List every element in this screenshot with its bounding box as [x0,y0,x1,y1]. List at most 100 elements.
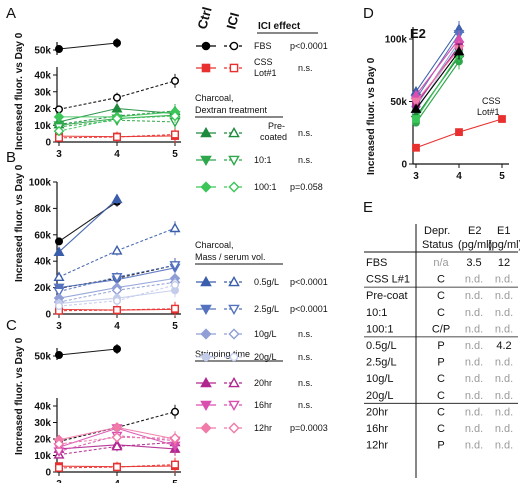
series-line-h20_ctrl [58,444,118,450]
point-r100_ici [169,110,181,122]
table-cell-name: FBS [366,257,387,269]
legend-label-precoat: Pre- [268,121,285,131]
y-tick-label: 20k [34,283,51,294]
panel-letter-a: A [6,5,16,22]
legend-marker-ctrl [200,126,212,138]
legend-marker-ici [228,304,240,316]
table-head-status-2: Status [422,239,454,251]
y-tick-label: 20k [34,104,51,115]
legend-entry-g20: 20g/L n.s. [196,352,313,362]
table-cell-e1: 12 [498,257,510,269]
series-line-d-1 [415,28,460,92]
table-row: FBS n/a 3.5 12 [366,257,510,269]
table-cell-status: P [437,357,444,369]
legend-label-g05: 0.5g/L [254,277,279,287]
table-cell-status: C/P [432,323,450,335]
table-cell-e2: n.d. [465,307,483,319]
legend-marker-ctrl [200,275,212,287]
table-head-e2-1: E2 [468,225,481,237]
legend-marker-ctrl [201,63,211,73]
series-line-CSS_ctrl [116,135,176,138]
y-axis-title-a: Increased fluor. vs Day 0 [14,32,25,150]
legend-marker-ctrl [200,181,212,193]
point-r100_ici [53,125,65,137]
table-head-e2-2: (pg/ml) [458,239,492,251]
y-tick-label: 30k [34,87,51,98]
y-tick-label: 60k [34,230,51,241]
y-tick-label: 40k [34,257,51,268]
table-cell-status: n/a [433,257,449,269]
table-cell-e1: n.d. [495,440,513,452]
series-line-r10_ctrl [58,118,118,126]
series-line-g10_ctrl [58,287,118,299]
legend-marker-ctrl [200,376,212,388]
panel-d-annotation-1: CSS [482,96,501,106]
x-tick-label: 3 [56,149,62,160]
table-head-status-1: Depr. [424,225,450,237]
table-cell-e2: n.d. [465,390,483,402]
y-tick-label: 20k [34,435,51,446]
y-tick-label: 0 [45,468,51,479]
legend-label-h12: 12hr [254,423,272,433]
panel-a: 0 10k 20k 30k 40k 50k 3 4 5 [34,38,181,160]
legend-label-g20: 20g/L [254,352,277,362]
point-g05_ctrl [53,246,65,256]
table-cell-e1: n.d. [495,406,513,418]
table-cell-e1: n.d. [495,390,513,402]
table-cell-name: 0.5g/L [366,340,397,352]
x-tick-label: 3 [56,321,62,332]
y-tick-label: 50k [34,352,51,363]
legend-group-c-head: Stripping time [195,349,250,359]
point-g25_ici [169,261,181,271]
table-cell-status: P [437,440,444,452]
legend-pval-g25: p<0.0001 [290,304,328,314]
series-line-d-0 [415,131,460,149]
table-cell-e1: 4.2 [496,340,511,352]
panel-letter-d: D [363,5,374,22]
panel-d: 0 50k 100k 3 4 5 [385,21,509,182]
point-FBS_ctrl [55,237,64,246]
legend-label-g10: 10g/L [254,329,277,339]
legend-group-a-head-2: Dextran treatment [195,105,268,115]
series-line-g05_ici [58,250,118,278]
series-line-g20_ctrl [116,289,176,299]
point-CSS_ici [112,132,121,141]
y-tick-label: 0 [401,160,407,171]
point-h12_ici [111,432,123,443]
series-line-g05_ctrl [58,198,118,253]
series-line-g25_ctrl [116,267,176,281]
point-h20_ici [111,440,123,451]
point-CSS_ici [112,306,121,315]
point-h12_ici [169,432,181,444]
y-tick-label: 10k [34,121,51,132]
table-cell-status: C [437,390,445,402]
y-tick-label: 40k [34,71,51,82]
table-cell-e2: n.d. [465,357,483,369]
legend-pval-r10: n.s. [298,155,313,165]
legend-pval-r100: p=0.058 [290,182,323,192]
legend-marker-ici [229,352,239,362]
point-g20_ici [170,280,179,289]
series-line-r10_ici [116,119,176,123]
series-line-FBS_ici [116,80,176,99]
point-d-7 [410,97,422,108]
table-cell-name: CSS L#1 [366,274,410,286]
table-cell-e1: n.d. [495,373,513,385]
legend-marker-ctrl [201,352,211,362]
series-line-h16_ici [58,435,118,452]
series-line-d-11 [415,51,460,110]
series-line-FBS_ici [58,97,118,110]
y-axis-title-b: Increased fluor. vs Day 0 [14,164,25,282]
table-cell-status: C [437,307,445,319]
table-cell-status: P [437,340,444,352]
table-cell-name: Pre-coat [366,290,408,302]
legend-label-h20: 20hr [254,378,272,388]
series-line-g10_ctrl [116,277,176,289]
legend-pval-h20: n.s. [298,378,313,388]
